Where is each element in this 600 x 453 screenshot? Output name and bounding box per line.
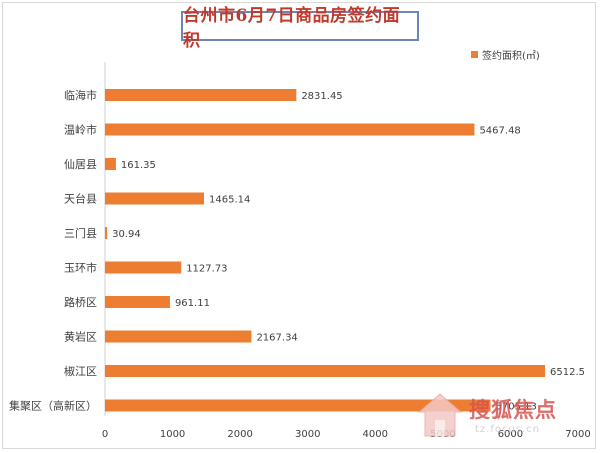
category-label: 三门县: [64, 226, 97, 240]
category-label: 临海市: [64, 88, 97, 102]
data-label: 961.11: [175, 298, 210, 309]
category-label: 黄岩区: [64, 330, 97, 344]
bar: [105, 192, 205, 205]
x-tick-label: 4000: [363, 429, 388, 440]
sohu-focus-watermark: 搜狐焦点 tz.focus.cn: [413, 388, 593, 444]
data-label: 1127.73: [186, 264, 227, 275]
x-tick-label: 2000: [227, 429, 252, 440]
data-label: 5467.48: [479, 126, 520, 137]
category-label: 集聚区（高新区）: [9, 399, 97, 413]
x-tick-label: 1000: [160, 429, 185, 440]
x-tick-label: 6000: [498, 429, 523, 440]
bar: [105, 123, 475, 136]
watermark-brand: 搜狐焦点: [469, 398, 557, 422]
x-tick-label: 3000: [295, 429, 320, 440]
bar: [105, 261, 182, 274]
legend-label: 签约面积(㎡): [482, 51, 540, 62]
data-label: 6512.5: [550, 367, 585, 378]
category-label: 玉环市: [64, 261, 97, 275]
legend: 签约面积(㎡): [471, 47, 540, 62]
bar: [105, 399, 491, 412]
watermark-url: tz.focus.cn: [475, 424, 541, 435]
data-label: 30.94: [112, 229, 141, 240]
data-label: 161.35: [121, 160, 156, 171]
data-label: 5705.13: [496, 402, 537, 413]
bar: [105, 89, 297, 101]
category-label: 仙居县: [64, 158, 97, 171]
data-label: 2831.45: [301, 91, 342, 102]
bar: [105, 296, 170, 308]
bar: [105, 365, 546, 377]
category-label: 温岭市: [64, 123, 97, 137]
bar: [105, 227, 108, 239]
house-logo-icon: [417, 393, 463, 437]
data-label: 2167.34: [256, 333, 297, 344]
category-label: 天台县: [64, 192, 97, 206]
x-tick-label: 0: [102, 429, 108, 440]
x-tick-label: 7000: [565, 429, 590, 440]
legend-swatch: [471, 51, 478, 58]
category-label: 路桥区: [64, 296, 97, 309]
data-label: 1465.14: [209, 195, 250, 206]
category-label: 椒江区: [64, 364, 97, 378]
bar: [105, 330, 252, 343]
bar: [105, 158, 116, 170]
